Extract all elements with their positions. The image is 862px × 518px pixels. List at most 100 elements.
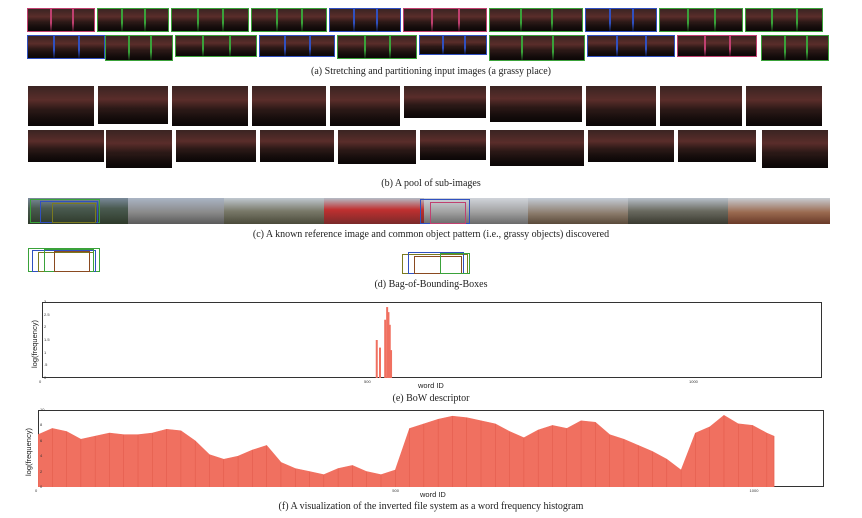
sub-image — [252, 86, 326, 126]
chart-f-plot — [38, 415, 775, 487]
bar — [379, 347, 381, 378]
y-tick-label: 0 — [44, 375, 47, 380]
sub-image — [588, 130, 674, 162]
sub-image — [105, 35, 173, 61]
sub-image — [106, 130, 172, 168]
x-tick-label: 500 — [392, 488, 399, 493]
partition-line — [771, 9, 774, 31]
sub-image — [330, 86, 400, 126]
partition-line — [729, 36, 732, 56]
sub-image — [251, 8, 327, 32]
bar — [388, 324, 391, 378]
x-tick-label: 0 — [35, 488, 38, 493]
partition-line — [149, 36, 152, 60]
partition-line — [127, 36, 130, 60]
partition-line — [71, 9, 74, 31]
partition-line — [202, 36, 205, 56]
pano-segment — [628, 198, 728, 224]
sub-image — [745, 8, 823, 32]
partition-line — [632, 9, 635, 31]
caption-d: (d) Bag-of-Bounding-Boxes — [374, 279, 488, 290]
sub-image — [98, 86, 168, 124]
sub-image — [489, 8, 583, 32]
partition-line — [714, 9, 717, 31]
sub-image — [175, 35, 257, 57]
partition-line — [53, 36, 56, 58]
sub-image — [490, 86, 582, 122]
y-tick-label: 8 — [40, 422, 43, 428]
partition-line — [222, 9, 225, 31]
partition-line — [389, 36, 392, 58]
sub-image — [678, 130, 756, 162]
y-tick-label: 2 — [44, 324, 47, 330]
bar — [386, 307, 389, 378]
partition-line — [363, 36, 366, 58]
sub-image — [420, 130, 486, 160]
sub-image — [659, 8, 743, 32]
partition-line — [552, 36, 555, 60]
partition-line — [49, 9, 52, 31]
chart-f-xlabel: word ID — [420, 490, 446, 499]
y-tick-label: 10 — [40, 407, 45, 412]
partition-line — [550, 9, 553, 31]
sub-image — [587, 35, 675, 57]
histogram-area — [38, 415, 775, 487]
sub-image — [762, 130, 828, 168]
sub-image — [260, 130, 334, 162]
bounding-box — [440, 253, 470, 274]
y-tick-label: 0 — [40, 484, 43, 489]
partition-line — [703, 36, 706, 56]
partition-line — [463, 36, 466, 54]
sub-image — [259, 35, 335, 57]
bar — [384, 319, 387, 378]
pano-segment — [324, 198, 424, 224]
partition-line — [300, 9, 303, 31]
x-tick-label: 500 — [364, 379, 371, 384]
caption-e: (e) BoW descriptor — [392, 393, 470, 404]
sub-image — [490, 130, 584, 166]
bounding-box — [414, 256, 462, 274]
sub-image — [677, 35, 757, 57]
bounding-box — [430, 202, 466, 224]
partition-line — [144, 9, 147, 31]
sub-image — [97, 8, 169, 32]
pano-segment — [28, 198, 128, 224]
partition-line — [644, 36, 647, 56]
partition-line — [609, 9, 612, 31]
x-tick-label: 1000 — [749, 488, 759, 493]
pano-segment — [128, 198, 224, 224]
bounding-box — [52, 203, 96, 223]
sub-image — [586, 86, 656, 126]
caption-c: (c) A known reference image and common o… — [252, 229, 610, 240]
partition-line — [458, 9, 461, 31]
pano-segment — [728, 198, 830, 224]
sub-image — [585, 8, 657, 32]
pano-segment — [224, 198, 324, 224]
partition-line — [616, 36, 619, 56]
sub-image — [338, 130, 416, 164]
partition-line — [441, 36, 444, 54]
y-tick-label: 1 — [44, 349, 47, 355]
bar — [390, 350, 393, 378]
sub-image — [28, 130, 104, 162]
partition-line — [376, 9, 379, 31]
partition-line — [353, 9, 356, 31]
y-tick-label: 4 — [40, 453, 43, 459]
chart-e-plot — [375, 307, 393, 378]
sub-image — [176, 130, 256, 162]
partition-line — [121, 9, 124, 31]
partition-line — [197, 9, 200, 31]
sub-image — [27, 35, 105, 59]
chart-e-ylabel: log(frequency) — [30, 320, 39, 368]
partition-line — [521, 36, 524, 60]
partition-line — [78, 36, 81, 58]
y-tick-label: 3 — [44, 299, 47, 304]
sub-image — [404, 86, 486, 118]
bar — [387, 312, 390, 378]
sub-image — [746, 86, 822, 126]
partition-line — [796, 9, 799, 31]
sub-image — [489, 35, 585, 61]
partition-line — [805, 36, 808, 60]
partition-line — [783, 36, 786, 60]
y-tick-label: 2.5 — [44, 311, 50, 317]
